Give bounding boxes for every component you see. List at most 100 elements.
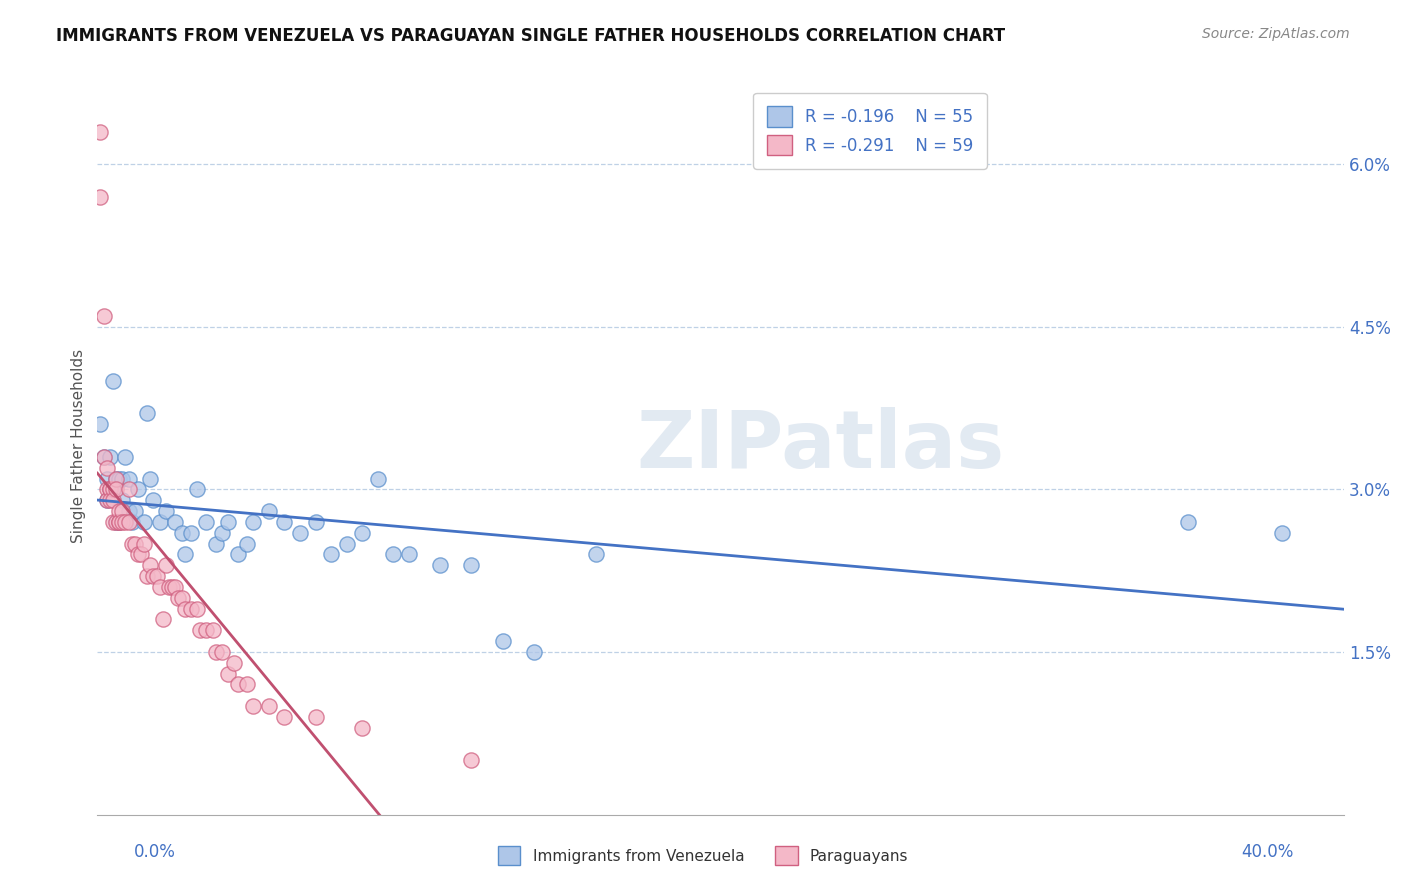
Point — [105, 515, 128, 529]
Point — [180, 601, 202, 615]
Y-axis label: Single Father Households: Single Father Households — [72, 349, 86, 543]
Point — [226, 548, 249, 562]
Point — [304, 710, 326, 724]
Point — [585, 548, 607, 562]
Point — [132, 536, 155, 550]
Point — [108, 504, 131, 518]
Point — [101, 483, 124, 497]
Point — [93, 450, 115, 464]
Point — [155, 504, 177, 518]
Point — [460, 753, 482, 767]
Point — [242, 515, 264, 529]
Point — [273, 710, 295, 724]
Point — [367, 471, 389, 485]
Point — [217, 666, 239, 681]
Point — [139, 558, 162, 573]
Point — [105, 471, 128, 485]
Point — [132, 515, 155, 529]
Point — [157, 580, 180, 594]
Point — [226, 677, 249, 691]
Point — [108, 515, 131, 529]
Point — [114, 515, 136, 529]
Point — [129, 548, 152, 562]
Point — [288, 525, 311, 540]
Point — [124, 536, 146, 550]
Point — [98, 483, 121, 497]
Point — [136, 569, 159, 583]
Point — [352, 721, 374, 735]
Text: Source: ZipAtlas.com: Source: ZipAtlas.com — [1202, 27, 1350, 41]
Point — [105, 471, 128, 485]
Point — [321, 548, 343, 562]
Point — [127, 548, 149, 562]
Point — [273, 515, 295, 529]
Point — [257, 504, 280, 518]
Point — [491, 634, 513, 648]
Point — [170, 525, 193, 540]
Point — [236, 677, 259, 691]
Point — [142, 493, 165, 508]
Point — [165, 580, 187, 594]
Point — [121, 515, 143, 529]
Point — [398, 548, 420, 562]
Point — [139, 471, 162, 485]
Point — [211, 645, 233, 659]
Point — [142, 569, 165, 583]
Point — [204, 536, 226, 550]
Point — [180, 525, 202, 540]
Point — [160, 580, 183, 594]
Point — [195, 624, 218, 638]
Point — [96, 460, 118, 475]
Point — [114, 450, 136, 464]
Point — [167, 591, 190, 605]
Point — [304, 515, 326, 529]
Point — [186, 483, 208, 497]
Text: 40.0%: 40.0% — [1241, 843, 1294, 861]
Point — [201, 624, 224, 638]
Point — [117, 504, 139, 518]
Point — [188, 624, 211, 638]
Point — [1271, 525, 1294, 540]
Point — [117, 515, 139, 529]
Point — [111, 504, 134, 518]
Point — [217, 515, 239, 529]
Point — [523, 645, 546, 659]
Point — [165, 515, 187, 529]
Legend: Immigrants from Venezuela, Paraguayans: Immigrants from Venezuela, Paraguayans — [492, 840, 914, 871]
Point — [96, 471, 118, 485]
Point — [111, 515, 134, 529]
Point — [336, 536, 359, 550]
Point — [170, 591, 193, 605]
Point — [124, 504, 146, 518]
Point — [101, 515, 124, 529]
Point — [93, 450, 115, 464]
Text: ZIPatlas: ZIPatlas — [637, 407, 1005, 485]
Point — [89, 417, 111, 432]
Point — [111, 493, 134, 508]
Point — [98, 450, 121, 464]
Point — [204, 645, 226, 659]
Point — [257, 699, 280, 714]
Legend: R = -0.196    N = 55, R = -0.291    N = 59: R = -0.196 N = 55, R = -0.291 N = 59 — [754, 93, 987, 169]
Point — [117, 471, 139, 485]
Point — [89, 189, 111, 203]
Point — [89, 125, 111, 139]
Point — [127, 483, 149, 497]
Point — [101, 493, 124, 508]
Point — [108, 471, 131, 485]
Point — [145, 569, 167, 583]
Point — [186, 601, 208, 615]
Point — [149, 580, 172, 594]
Point — [173, 548, 195, 562]
Point — [211, 525, 233, 540]
Point — [96, 483, 118, 497]
Point — [101, 483, 124, 497]
Point — [96, 493, 118, 508]
Point — [96, 493, 118, 508]
Point — [108, 515, 131, 529]
Point — [117, 483, 139, 497]
Point — [105, 515, 128, 529]
Point — [111, 471, 134, 485]
Point — [1177, 515, 1199, 529]
Point — [98, 483, 121, 497]
